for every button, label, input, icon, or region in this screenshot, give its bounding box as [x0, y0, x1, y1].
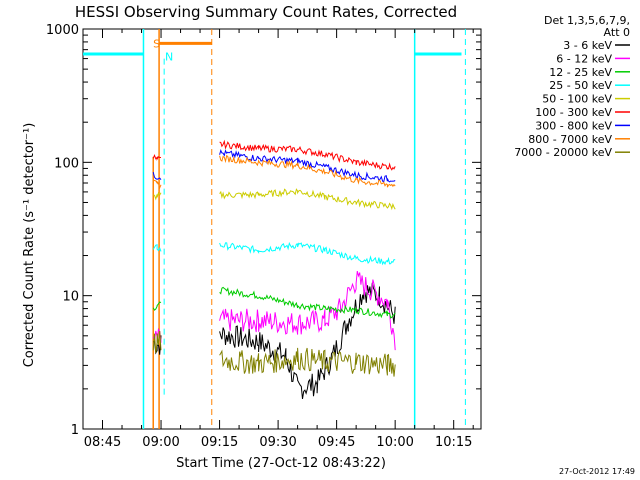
x-tick-label: 09:00 — [142, 435, 179, 450]
series-100-300-kev — [152, 139, 396, 171]
x-tick-label: 09:15 — [201, 435, 238, 450]
series-line — [219, 270, 396, 351]
series-line — [153, 179, 162, 190]
generation-timestamp: 27-Oct-2012 17:49 — [559, 467, 635, 476]
plot-area — [82, 28, 482, 430]
legend-label: 12 - 25 keV — [549, 66, 612, 79]
series-line — [152, 301, 162, 311]
legend-label: 300 - 800 keV — [535, 119, 612, 132]
chart-title: HESSI Observing Summary Count Rates, Cor… — [75, 3, 457, 21]
series-line — [219, 286, 396, 319]
marker-n: N — [165, 51, 173, 64]
x-tick-label: 09:45 — [318, 435, 355, 450]
x-tick-label: 10:15 — [435, 435, 472, 450]
x-axis-label: Start Time (27-Oct-12 08:43:22) — [176, 456, 386, 471]
legend-label: 50 - 100 keV — [542, 93, 612, 106]
series-line — [152, 171, 162, 181]
series-line — [152, 244, 162, 252]
series-line — [153, 191, 162, 201]
legend-label: 7000 - 20000 keV — [514, 146, 612, 159]
x-tick-label: 08:45 — [84, 435, 121, 450]
series-line — [219, 282, 396, 399]
y-tick-label: 1000 — [46, 23, 79, 38]
marker-s: S — [153, 37, 160, 50]
ticks-layer: 08:45 09:00 09:15 09:30 09:45 10:00 10:15 1 10 10… — [46, 23, 481, 450]
series-7000-20000-kev — [152, 330, 396, 377]
series-line — [219, 139, 396, 171]
series-line — [219, 149, 396, 183]
plot-frame — [82, 28, 482, 430]
series-layer — [152, 139, 396, 399]
series-300-800-kev — [152, 149, 396, 183]
series-800-7000-kev — [153, 154, 396, 190]
x-tick-label: 10:00 — [376, 435, 413, 450]
y-tick-label: 10 — [62, 290, 79, 305]
y-axis-label: Corrected Count Rate (s⁻¹ detector⁻¹) — [22, 123, 37, 368]
series-line — [152, 153, 161, 161]
y-tick-label: 1 — [71, 423, 79, 438]
legend-label: 6 - 12 keV — [556, 52, 612, 65]
legend-header-line2: Att 0 — [604, 26, 630, 39]
series-line — [219, 241, 396, 266]
legend-label: 800 - 7000 keV — [528, 133, 612, 146]
series-50-100-kev — [153, 188, 396, 211]
y-tick-label: 100 — [54, 156, 79, 171]
series-line — [152, 330, 162, 353]
series-12-25-kev — [152, 286, 396, 319]
series-3-6-kev — [152, 282, 396, 399]
legend-header-line1: Det 1,3,5,6,7,9, — [544, 14, 630, 27]
legend-label: 25 - 50 keV — [549, 79, 612, 92]
series-25-50-kev — [152, 241, 396, 266]
legend-label: 3 - 6 keV — [563, 39, 612, 52]
series-line — [219, 188, 396, 211]
series-line — [219, 154, 396, 188]
legend-label: 100 - 300 keV — [535, 106, 612, 119]
overlay-bars: SN — [83, 29, 466, 429]
series-line — [219, 347, 396, 377]
x-tick-label: 09:30 — [259, 435, 296, 450]
